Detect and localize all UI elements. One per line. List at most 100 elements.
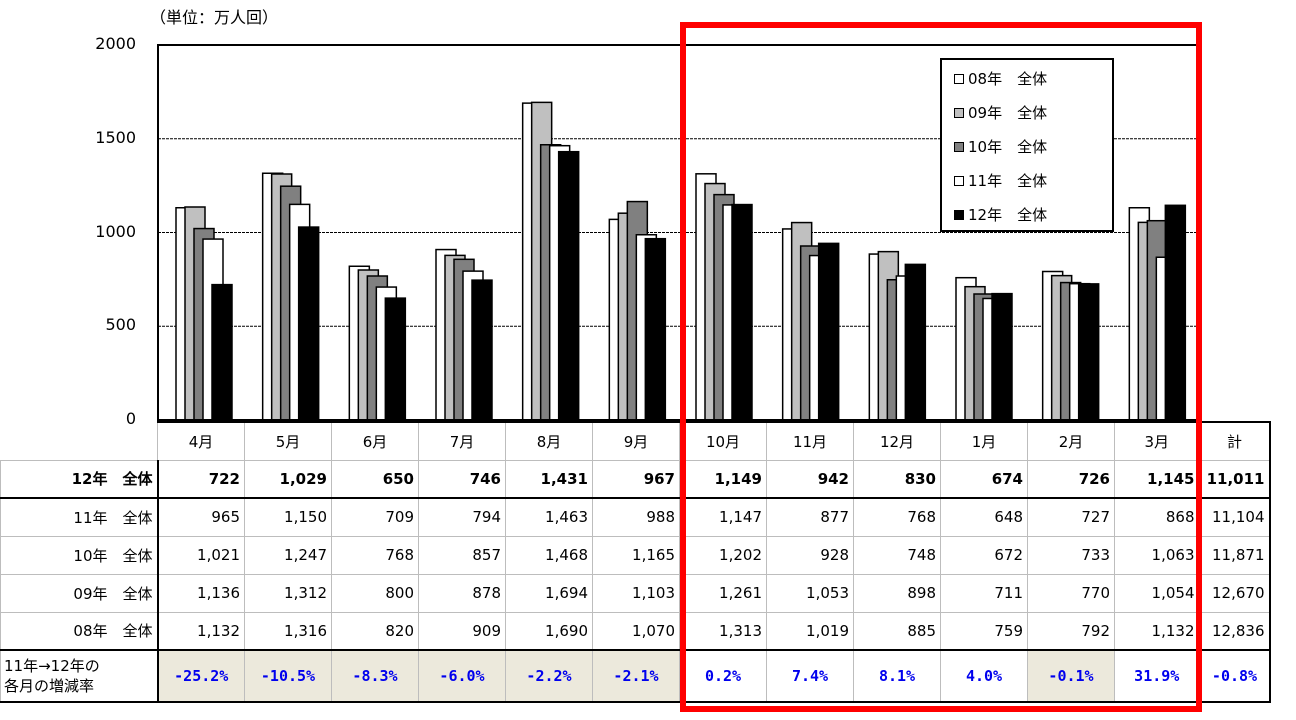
rate-row: 11年→12年の 各月の増減率 -25.2% -10.5% -8.3% -6.0… [0, 649, 1271, 703]
bar [1164, 204, 1187, 421]
row-label: 08年 全体 [0, 611, 159, 651]
rate-cell: -2.2% [505, 649, 593, 703]
legend-label: 09年 全体 [968, 104, 1048, 122]
table-cell: 1,145 [1114, 459, 1200, 499]
table-row: 10年 全体 1,021 1,247 768 857 1,468 1,165 1,202 928… [0, 535, 1271, 575]
row-label: 09年 全体 [0, 573, 159, 613]
table-cell: 1,261 [679, 573, 767, 613]
legend-item: 12年 全体 [954, 204, 1047, 225]
table-cell: 1,054 [1114, 573, 1200, 613]
table-cell: 650 [331, 459, 419, 499]
legend-label: 08年 全体 [968, 70, 1048, 88]
table-cell: 748 [853, 535, 941, 575]
table-cell: 794 [418, 497, 506, 537]
bar [817, 242, 840, 421]
table-cell: 909 [418, 611, 506, 651]
legend-item: 08年 全体 [954, 68, 1047, 89]
table-cell: 674 [940, 459, 1028, 499]
corner-cell [1, 422, 158, 460]
table-cell: 1,132 [1114, 611, 1200, 651]
table-cell: 709 [331, 497, 419, 537]
table-cell: 768 [331, 535, 419, 575]
bar [1077, 283, 1100, 421]
table-row: 09年 全体 1,136 1,312 800 878 1,694 1,103 1,261 1,0… [0, 573, 1271, 613]
month-header: 11月 [766, 421, 854, 461]
rate-cell: 0.2% [679, 649, 767, 703]
legend-label: 11年 全体 [968, 172, 1048, 190]
unit-label: （単位：万人回） [150, 8, 279, 27]
legend-swatch [954, 107, 964, 118]
month-header: 10月 [679, 421, 767, 461]
chart-legend: 08年 全体 09年 全体 10年 全体 11年 全体 12年 全体 [940, 58, 1114, 232]
table-cell: 711 [940, 573, 1028, 613]
table-cell: 1,313 [679, 611, 767, 651]
table-cell: 1,132 [157, 611, 245, 651]
month-header: 7月 [418, 421, 506, 461]
y-tick-label: 2000 [95, 34, 136, 53]
table-row: 11年 全体 965 1,150 709 794 1,463 988 1,147 877 768 6… [0, 497, 1271, 537]
bar [211, 283, 233, 421]
bar [471, 279, 493, 421]
table-cell: 768 [853, 497, 941, 537]
row-total-cell: 11,104 [1198, 497, 1271, 537]
table-cell: 1,021 [157, 535, 245, 575]
table-cell: 885 [853, 611, 941, 651]
table-cell: 898 [853, 573, 941, 613]
bar [904, 263, 927, 421]
table-cell: 857 [418, 535, 506, 575]
table-cell: 868 [1114, 497, 1200, 537]
table-cell: 942 [766, 459, 854, 499]
table-cell: 672 [940, 535, 1028, 575]
table-cell: 1,150 [244, 497, 332, 537]
y-tick-label: 1000 [95, 221, 136, 241]
table-cell: 1,053 [766, 573, 854, 613]
table-cell: 1,136 [157, 573, 245, 613]
row-total-cell: 11,011 [1198, 459, 1271, 499]
month-header: 2月 [1027, 421, 1115, 461]
rate-cell: 4.0% [940, 649, 1028, 703]
table-header-row: 4月 5月 6月 7月 8月 9月 10月 11月 12月 1月 2月 3月 計 [1, 421, 1271, 461]
table-cell: 1,202 [679, 535, 767, 575]
data-table: 4月 5月 6月 7月 8月 9月 10月 11月 12月 1月 2月 3月 計… [0, 421, 1271, 703]
table-cell: 830 [853, 459, 941, 499]
month-header: 12月 [853, 421, 941, 461]
bar [644, 237, 667, 421]
table-cell: 1,468 [505, 535, 593, 575]
table-cell: 967 [592, 459, 680, 499]
bars [175, 101, 1187, 421]
table-cell: 878 [418, 573, 506, 613]
table-cell: 800 [331, 573, 419, 613]
total-header: 計 [1198, 421, 1271, 461]
legend-label: 12年 全体 [968, 206, 1048, 224]
table-cell: 759 [940, 611, 1028, 651]
rate-label-line2: 各月の増減率 [4, 677, 95, 695]
table-cell: 727 [1027, 497, 1115, 537]
row-label: 10年 全体 [0, 535, 159, 575]
month-header: 4月 [157, 421, 245, 461]
month-header: 8月 [505, 421, 593, 461]
month-header: 3月 [1114, 421, 1200, 461]
bar [384, 297, 407, 421]
row-total-cell: 12,836 [1198, 611, 1271, 651]
row-label: 11年 全体 [0, 497, 159, 537]
table-cell: 746 [418, 459, 506, 499]
table-cell: 722 [157, 459, 245, 499]
bar [731, 203, 753, 421]
table-cell: 792 [1027, 611, 1115, 651]
table-cell: 770 [1027, 573, 1115, 613]
rate-total-cell: -0.8% [1198, 649, 1271, 703]
legend-item: 09年 全体 [954, 102, 1047, 123]
month-header: 9月 [592, 421, 680, 461]
rate-cell: -25.2% [157, 649, 245, 703]
table-cell: 1,690 [505, 611, 593, 651]
legend-label: 10年 全体 [968, 138, 1048, 156]
table-cell: 965 [157, 497, 245, 537]
table-cell: 648 [940, 497, 1028, 537]
table-cell: 1,019 [766, 611, 854, 651]
table-cell: 1,147 [679, 497, 767, 537]
table-cell: 1,694 [505, 573, 593, 613]
legend-swatch [954, 209, 964, 220]
rate-cell: -0.1% [1027, 649, 1115, 703]
rate-cell: 31.9% [1114, 649, 1200, 703]
